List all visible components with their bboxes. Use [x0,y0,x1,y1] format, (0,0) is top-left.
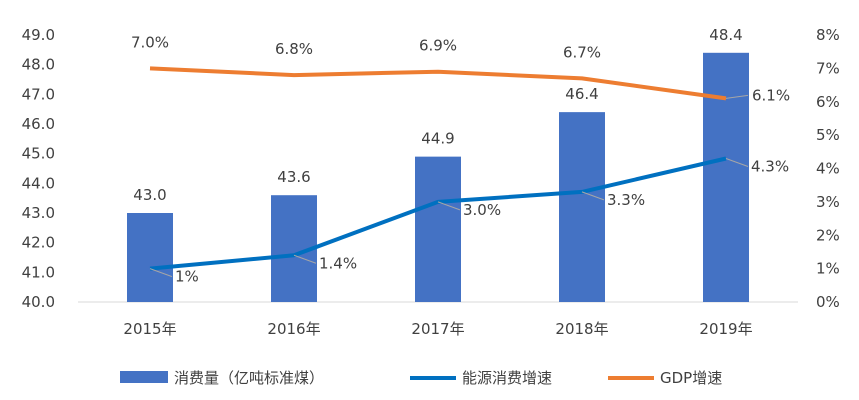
energy-label-leader [725,158,749,167]
y-left-tick-label: 45.0 [22,145,55,163]
y-left-tick-label: 42.0 [22,234,55,252]
y-left-tick-label: 49.0 [22,26,55,44]
energy-data-label: 3.0% [463,201,501,219]
bar [703,52,749,302]
y-right-tick-label: 4% [816,160,840,178]
y-left-tick-label: 46.0 [22,115,55,133]
gdp-growth-line [149,66,727,101]
y-right-tick-label: 1% [816,260,840,278]
gdp-data-label: 6.9% [419,37,457,55]
bar-data-label: 43.6 [277,168,310,186]
bar-data-label: 44.9 [421,130,454,148]
legend-label-consumption: 消费量（亿吨标准煤） [174,369,324,387]
bar-data-label: 43.0 [133,186,166,204]
y-left-tick-label: 43.0 [22,204,55,222]
x-tick-label: 2018年 [555,320,608,338]
bar [559,112,605,302]
bar [127,213,173,302]
bar-data-label: 46.4 [565,85,598,103]
energy-data-label: 4.3% [751,157,789,175]
energy-label-leader [149,268,173,278]
legend-label-gdp: GDP增速 [660,369,722,387]
energy-label-leader [293,254,317,264]
y-left-tick-label: 48.0 [22,56,55,74]
bar-data-label: 48.4 [709,26,742,44]
gdp-data-label: 6.1% [752,86,790,104]
energy-label-leader [581,191,605,201]
y-left-tick-label: 47.0 [22,85,55,103]
energy-data-label: 1.4% [319,254,357,272]
x-tick-label: 2015年 [123,320,176,338]
y-right-tick-label: 3% [816,193,840,211]
energy-data-label: 1% [175,268,199,286]
gdp-label-leader [725,94,749,99]
x-tick-label: 2017年 [411,320,464,338]
energy-label-leader [437,201,461,211]
x-tick-label: 2019年 [699,320,752,338]
bar [415,156,461,302]
legend-swatch-consumption [120,371,168,383]
gdp-data-label: 7.0% [131,33,169,51]
energy-data-label: 3.3% [607,191,645,209]
y-left-tick-label: 41.0 [22,263,55,281]
y-left-tick-label: 44.0 [22,174,55,192]
y-right-tick-label: 5% [816,126,840,144]
y-right-tick-label: 6% [816,93,840,111]
x-tick-label: 2016年 [267,320,320,338]
y-right-tick-label: 7% [816,59,840,77]
gdp-data-label: 6.7% [563,43,601,61]
y-left-tick-label: 40.0 [22,293,55,311]
y-right-tick-label: 8% [816,26,840,44]
y-right-tick-label: 0% [816,293,840,311]
y-right-tick-label: 2% [816,226,840,244]
legend-label-energy: 能源消费增速 [462,369,552,387]
gdp-data-label: 6.8% [275,40,313,58]
